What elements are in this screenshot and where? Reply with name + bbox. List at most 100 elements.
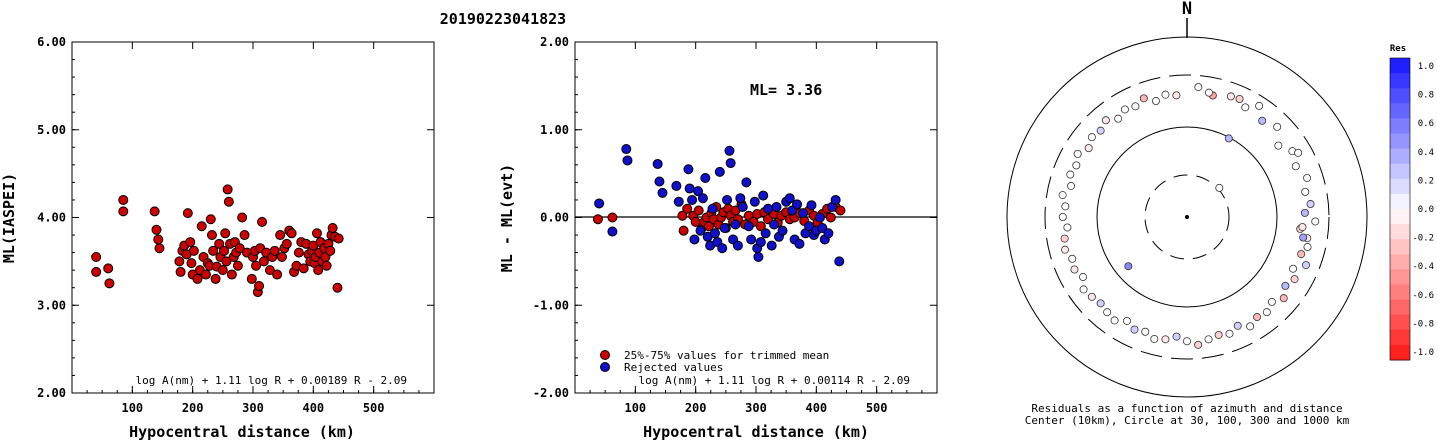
plot-frame	[71, 41, 435, 394]
caption-line-1: Residuals as a function of azimuth and d…	[1031, 402, 1342, 415]
ml-point-red	[264, 265, 275, 276]
station-residual-point	[1311, 217, 1320, 226]
station-residual-point	[1124, 262, 1133, 271]
residual-point-blue	[730, 219, 741, 230]
ml-point-red	[200, 269, 211, 280]
station-residual-point	[1300, 208, 1309, 217]
ml-point-red	[104, 278, 115, 289]
residual-point-blue	[671, 180, 682, 191]
ml-point-red	[258, 256, 269, 267]
residual-point-red	[592, 214, 603, 225]
ml-vs-distance-chart: 100 200 300 400 500 2.00 3.00 4.00 5.00 6.00 log …	[0, 35, 435, 441]
residual-point-red	[678, 225, 689, 236]
residual-point-red	[703, 221, 714, 232]
ml-point-red	[214, 238, 225, 249]
residual-point-blue	[823, 228, 834, 239]
station-residual-point	[1061, 202, 1070, 211]
residual-point-blue	[695, 225, 706, 236]
ml-point-red	[269, 245, 280, 256]
circle-300km	[1044, 74, 1330, 360]
residual-point-blue	[749, 196, 760, 207]
residual-point-blue	[760, 228, 771, 239]
colorbar-tick-label: -0.4	[1412, 262, 1434, 272]
station-residual-point	[1139, 94, 1148, 103]
colorbar-frame	[1389, 57, 1411, 361]
residual-point-blue	[594, 198, 605, 209]
ml-point-red	[223, 196, 234, 207]
residual-point-blue	[755, 237, 766, 248]
colorbar-cell	[1390, 224, 1410, 240]
residual-point-red	[607, 212, 618, 223]
residual-point-blue	[621, 144, 632, 155]
residual-y-tick-label: 2.00	[540, 35, 569, 49]
station-residual-point	[1294, 148, 1303, 157]
colorbar-tick-label: 0.2	[1418, 176, 1434, 186]
station-residual-point	[1060, 234, 1069, 243]
center-point	[1185, 215, 1189, 219]
residual-point-blue	[798, 208, 809, 219]
colorbar-tick-label: 1.0	[1418, 62, 1434, 72]
station-residual-point	[1120, 105, 1129, 114]
legend-blue-label: Rejected values	[624, 361, 723, 374]
residual-point-blue	[735, 193, 746, 204]
residual-point-red	[835, 205, 846, 216]
ml-point-red	[254, 280, 265, 291]
residual-point-blue	[707, 203, 718, 214]
station-residual-point	[1063, 223, 1072, 232]
ml-point-red	[153, 234, 164, 245]
station-residual-point	[1101, 116, 1110, 125]
x-axis-label: Hypocentral distance (km)	[129, 423, 355, 441]
colorbar-title: Res	[1390, 44, 1406, 54]
ml-point-red	[239, 230, 250, 241]
station-residual-point	[1194, 83, 1203, 92]
station-residual-point	[1150, 334, 1159, 343]
residual-point-blue	[654, 176, 665, 187]
colorbar-cell	[1390, 209, 1410, 225]
north-label: N	[1182, 0, 1192, 19]
ml-point-red	[217, 265, 228, 276]
station-residual-point	[1299, 233, 1308, 242]
ml-point-red	[246, 273, 257, 284]
colorbar-cell	[1390, 254, 1410, 270]
station-residual-point	[1141, 327, 1150, 336]
residual-point-blue	[758, 190, 769, 201]
ml-point-red	[182, 208, 193, 219]
colorbar-tick-label: -1.0	[1412, 348, 1434, 358]
station-residual-point	[1274, 141, 1283, 150]
residual-x-tick-label: 500	[866, 401, 888, 415]
colorbar-tick-label: 0.8	[1418, 91, 1434, 101]
ml-x-tick-label: 200	[182, 401, 204, 415]
ml-point-red	[206, 230, 217, 241]
residual-point-blue	[732, 240, 743, 251]
ml-point-red	[210, 273, 221, 284]
ml-point-red	[208, 245, 219, 256]
ml-point-red	[332, 282, 343, 293]
ml-point-red	[151, 224, 162, 235]
colorbar-cell	[1390, 178, 1410, 195]
station-residual-point	[1262, 308, 1271, 317]
station-residual-point	[1058, 191, 1067, 200]
colorbar: Res 1.0 0.8 0.6 0.4 0.2 0.0 -0.2 -0.4 -0.6 -0.8 -1…	[1389, 44, 1434, 361]
ml-annotation: ML= 3.36	[750, 81, 822, 99]
ml-y-tick-label: 2.00	[37, 386, 66, 400]
residual-y-tick-label: -1.00	[533, 298, 569, 312]
ml-point-red	[325, 245, 336, 256]
station-residual-point	[1068, 254, 1077, 263]
station-residual-point	[1214, 330, 1223, 339]
station-residual-point	[1258, 116, 1267, 125]
ml-point-red	[234, 243, 245, 254]
station-residual-point	[1066, 170, 1075, 179]
legend-blue-marker	[600, 362, 610, 372]
station-residual-point	[1067, 181, 1076, 190]
station-residual-point	[1226, 92, 1235, 101]
formula-label: log A(nm) + 1.11 log R + 0.00114 R - 2.0…	[638, 374, 910, 387]
ml-point-red	[154, 243, 165, 254]
residual-x-tick-label: 100	[624, 401, 646, 415]
ml-point-red	[220, 228, 231, 239]
station-residual-point	[1079, 273, 1088, 282]
figure-title: 20190223041823	[440, 10, 566, 28]
residual-point-blue	[834, 256, 845, 267]
station-residual-point	[1073, 149, 1082, 158]
ml-point-red	[221, 256, 232, 267]
residual-point-red	[682, 203, 693, 214]
